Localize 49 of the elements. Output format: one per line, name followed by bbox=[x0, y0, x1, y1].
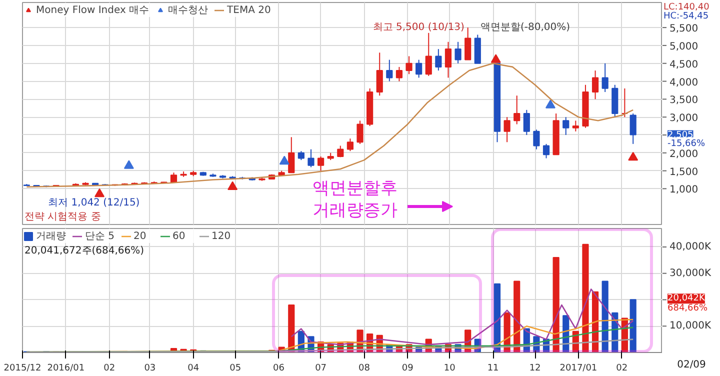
annotation: 거래량증가 bbox=[312, 200, 398, 220]
legend-label: 단순 5 bbox=[85, 230, 115, 243]
annotation: 액면분할후 bbox=[312, 178, 398, 198]
x-tick-label: 02 bbox=[616, 364, 628, 374]
x-tick-label: 05 bbox=[230, 364, 242, 374]
y-tick-label: 1,000 bbox=[670, 184, 698, 196]
annotation: 20,041,672주(684,66%) bbox=[24, 246, 144, 256]
text: 684,66% bbox=[668, 304, 708, 314]
x-tick-label: 10 bbox=[444, 364, 456, 374]
y-tick-label: 10,000K bbox=[670, 320, 712, 332]
y-tick-label: 4,000 bbox=[670, 77, 698, 88]
x-tick-label: 06 bbox=[273, 364, 285, 374]
legend-label: 매수청산 bbox=[168, 4, 208, 17]
x-tick-label: 2016/01 bbox=[47, 364, 85, 374]
legend-label: 120 bbox=[212, 230, 232, 242]
x-tick-label: 12 bbox=[529, 364, 541, 374]
annotation: 전략 시험적용 중 bbox=[24, 212, 101, 222]
y-tick-label: 40,000K bbox=[670, 241, 712, 252]
x-tick-label: 02 bbox=[104, 364, 116, 374]
x-tick-label: 03 bbox=[144, 364, 156, 374]
x-tick-label: 2015/12 bbox=[4, 364, 42, 374]
y-tick-label: 30,000K bbox=[670, 268, 712, 279]
x-tick-label: 09 bbox=[402, 364, 414, 374]
legend-label: Money Flow Index 매수 bbox=[36, 4, 150, 17]
y-tick-label: 4,500 bbox=[670, 59, 698, 70]
y-tick-label: 3,500 bbox=[670, 95, 698, 106]
x-tick-label: 08 bbox=[358, 364, 370, 374]
legend-label: 거래량 bbox=[36, 230, 66, 243]
x-tick-label: 07 bbox=[315, 364, 327, 374]
text: LC:140,40 bbox=[664, 2, 710, 12]
y-tick-label: 5,500 bbox=[670, 24, 698, 35]
legend-label: 60 bbox=[172, 230, 186, 242]
text: 02/09 bbox=[677, 360, 706, 370]
text: 2,505 bbox=[668, 130, 694, 140]
legend-label: TEMA 20 bbox=[227, 4, 271, 16]
x-tick-label: 11 bbox=[487, 364, 499, 374]
x-tick-label: 2017/01 bbox=[560, 364, 598, 374]
legend-label: 20 bbox=[134, 230, 148, 242]
y-tick-label: 1,500 bbox=[670, 166, 698, 178]
x-tick-label: 04 bbox=[188, 364, 200, 374]
annotation: 액면분할(-80,00%) bbox=[480, 22, 570, 33]
y-tick-label: 3,000 bbox=[670, 113, 698, 124]
annotation: 최고 5,500 (10/13) bbox=[372, 22, 465, 34]
text: HC:-54,45 bbox=[664, 12, 709, 22]
text: 20,042K bbox=[668, 294, 706, 304]
y-tick-label: 5,000 bbox=[670, 41, 698, 52]
text: -15,66% bbox=[668, 138, 706, 149]
y-tick-label: 2,000 bbox=[670, 148, 698, 160]
annotation: 최저 1,042 (12/15) bbox=[48, 198, 140, 209]
